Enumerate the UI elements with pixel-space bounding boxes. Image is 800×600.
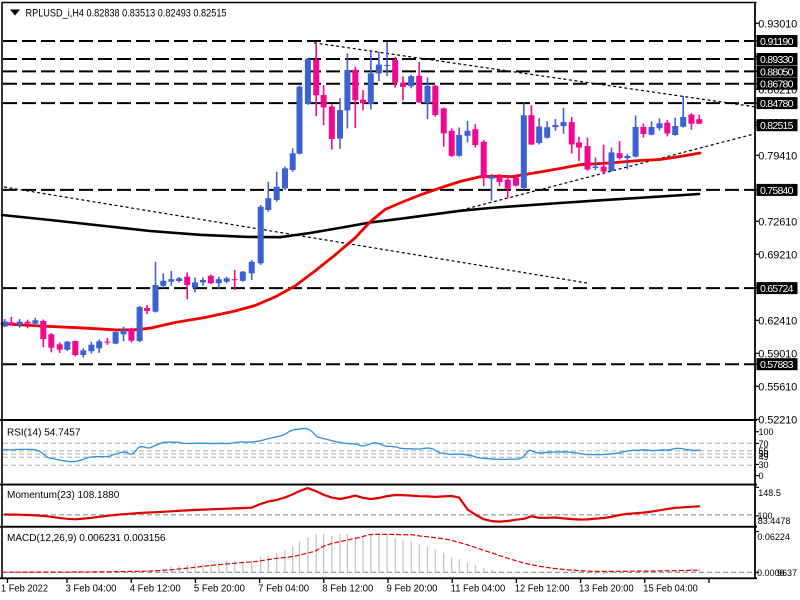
svg-text:7 Feb 04:00: 7 Feb 04:00 [258,584,309,595]
svg-text:11 Feb 04:00: 11 Feb 04:00 [451,584,506,595]
svg-text:12 Feb 12:00: 12 Feb 12:00 [515,584,570,595]
svg-text:0.82515: 0.82515 [760,120,794,132]
svg-text:0.91190: 0.91190 [760,36,794,48]
svg-text:4 Feb 12:00: 4 Feb 12:00 [130,584,181,595]
svg-text:30: 30 [759,460,769,470]
svg-text:0: 0 [759,471,764,481]
svg-text:100: 100 [758,511,773,521]
svg-text:0.93010: 0.93010 [758,18,797,30]
svg-text:0.65724: 0.65724 [760,283,794,295]
svg-text:9 Feb 20:00: 9 Feb 20:00 [387,584,438,595]
svg-text:RPLUSD_i,H4 0.82838 0.83513 0: RPLUSD_i,H4 0.82838 0.83513 0.82493 0.82… [26,8,227,20]
svg-text:MACD(12,26,9) 0.006231 0.00315: MACD(12,26,9) 0.006231 0.003156 [7,533,166,544]
svg-text:0.57883: 0.57883 [760,359,794,371]
svg-text:15 Feb 04:00: 15 Feb 04:00 [643,584,698,595]
svg-text:0.59010: 0.59010 [758,348,797,360]
svg-text:83.4478: 83.4478 [758,516,791,526]
svg-text:5 Feb 20:00: 5 Feb 20:00 [194,584,245,595]
svg-text:13 Feb 20:00: 13 Feb 20:00 [579,584,634,595]
svg-text:RSI(14) 54.7457: RSI(14) 54.7457 [7,428,81,439]
svg-text:148.5: 148.5 [758,488,781,498]
svg-text:50: 50 [759,449,769,459]
svg-text:70: 70 [759,439,769,449]
svg-text:0.69210: 0.69210 [758,249,797,261]
svg-text:0.88050: 0.88050 [760,66,794,78]
svg-text:9637: 9637 [777,568,797,578]
svg-text:0.06224: 0.06224 [757,532,790,542]
svg-text:0.72610: 0.72610 [758,216,797,228]
svg-text:0.86780: 0.86780 [760,79,794,91]
svg-text:1 Feb 2022: 1 Feb 2022 [1,584,48,595]
svg-text:0.79410: 0.79410 [758,150,797,162]
svg-text:Momentum(23) 108.1880: Momentum(23) 108.1880 [7,490,120,501]
svg-text:0.89330: 0.89330 [760,54,794,66]
svg-text:0.55610: 0.55610 [758,381,797,393]
svg-text:0.75840: 0.75840 [760,185,794,197]
svg-text:100: 100 [759,427,774,437]
svg-text:49: 49 [759,452,769,462]
svg-text:55: 55 [759,446,769,456]
svg-text:0.84780: 0.84780 [760,98,794,110]
svg-text:0.0000: 0.0000 [757,568,785,578]
svg-text:8 Feb 12:00: 8 Feb 12:00 [322,584,373,595]
svg-text:0.62410: 0.62410 [758,315,797,327]
svg-text:3 Feb 04:00: 3 Feb 04:00 [66,584,117,595]
svg-text:0.52210: 0.52210 [758,414,797,426]
